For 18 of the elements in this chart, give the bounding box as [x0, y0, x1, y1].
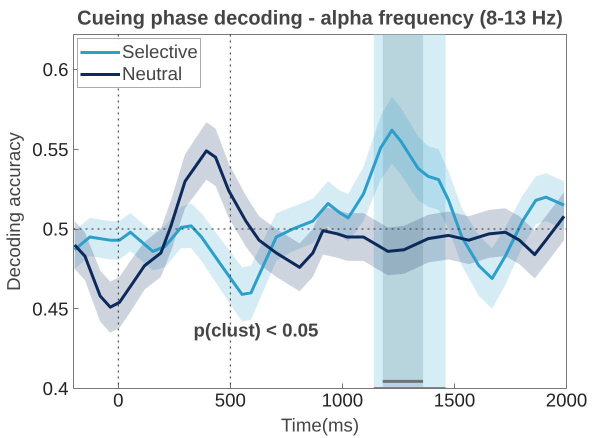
y-tick-label: 0.4	[42, 378, 69, 399]
x-tick-label: 500	[214, 390, 246, 410]
y-axis-title: Decoding accuracy	[3, 132, 24, 291]
y-tick-label: 0.5	[42, 218, 69, 240]
x-tick-label: 0	[113, 390, 124, 410]
y-tick-label: 0.45	[32, 298, 68, 320]
legend-label: Neutral	[122, 63, 182, 85]
x-tick-label: 2000	[546, 390, 588, 410]
line-series	[74, 149, 566, 309]
y-tick-label: 0.55	[32, 138, 68, 160]
y-tick-label: 0.6	[42, 59, 69, 80]
x-axis-title: Time(ms)	[280, 414, 360, 436]
annotation: p(clust) < 0.05	[194, 320, 318, 340]
x-tick-label: 1500	[434, 390, 476, 410]
line-series	[74, 128, 566, 296]
x-tick-label: 1000	[322, 390, 364, 410]
chart-title: Cueing phase decoding - alpha frequency (8-13 Hz)	[77, 8, 563, 30]
legend-label: Selective	[122, 41, 198, 63]
